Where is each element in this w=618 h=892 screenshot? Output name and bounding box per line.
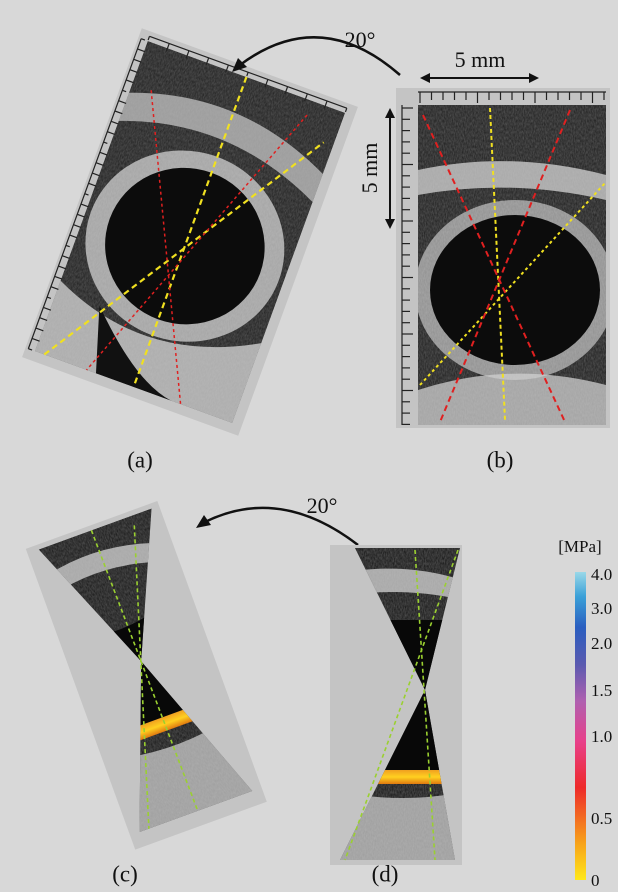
scale-label: 5 mm bbox=[357, 143, 382, 194]
colorbar-tick-label: 1.0 bbox=[591, 727, 612, 746]
panel-label: (d) bbox=[372, 861, 399, 886]
panel-label: (a) bbox=[127, 447, 153, 472]
rotation-label: 20° bbox=[307, 493, 338, 518]
rotation-label: 20° bbox=[345, 27, 376, 52]
panel-label: (c) bbox=[112, 861, 138, 886]
figure: 5 mm 5 mm 20° 20° bbox=[0, 0, 618, 892]
ultrasound-image-a bbox=[22, 28, 358, 436]
colorbar-tick-label: 3.0 bbox=[591, 599, 612, 618]
colorbar-tick-label: 2.0 bbox=[591, 634, 612, 653]
sector-image-c bbox=[26, 501, 267, 850]
scale-label: 5 mm bbox=[455, 47, 506, 72]
ultrasound-image-b bbox=[396, 88, 615, 428]
colorbar bbox=[575, 572, 586, 880]
colorbar-tick-label: 4.0 bbox=[591, 565, 612, 584]
rotation-arrow bbox=[240, 37, 400, 75]
colorbar-tick-label: 0 bbox=[591, 871, 600, 890]
panel-label: (b) bbox=[487, 447, 514, 472]
colorbar-tick-label: 0.5 bbox=[591, 809, 612, 828]
colorbar-unit: [MPa] bbox=[558, 537, 601, 556]
sector-image-d bbox=[330, 545, 462, 865]
colorbar-tick-label: 1.5 bbox=[591, 681, 612, 700]
